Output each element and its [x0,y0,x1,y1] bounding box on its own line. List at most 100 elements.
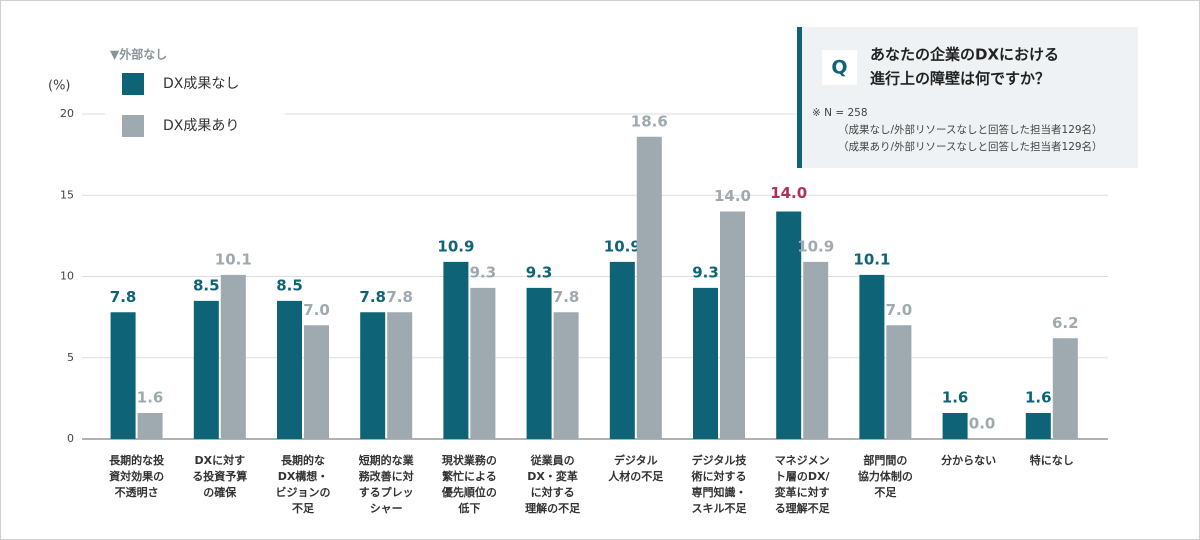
x-tick-label: 人材の不足 [608,469,664,483]
x-tick-label: 長期的な [281,453,325,467]
x-tick-label: シャー [370,502,403,515]
x-tick-label: ビジョンの [276,485,331,499]
x-tick-label: DX構想・ [278,469,329,483]
bar [137,413,163,439]
bar [636,136,662,439]
bar [110,312,136,439]
value-label: 9.3 [692,263,719,281]
bar [720,211,745,439]
bar [609,261,635,439]
question-text: 進行上の障壁は何ですか？ [870,70,1050,88]
question-note: ※ N = 258 [812,107,868,119]
value-label: 8.5 [193,276,220,294]
legend-title: ▼外部なし [110,47,167,62]
value-label: 10.1 [215,250,252,268]
y-tick-label: 5 [67,351,74,364]
bar [776,211,802,439]
bar [859,274,885,439]
value-label: 7.0 [303,301,330,319]
bar [886,325,912,439]
y-tick-label: 15 [60,188,74,201]
bar [1025,413,1051,439]
x-tick-label: 変革に対す [775,485,830,499]
value-label: 10.9 [437,237,474,255]
bar [387,312,413,439]
bar [1052,338,1078,439]
value-label: 1.6 [137,389,164,407]
x-tick-label: マネジメン [775,454,830,467]
x-tick-label: するプレッ [359,485,414,499]
question-mark: Q [831,57,847,79]
value-label: 9.3 [470,263,497,281]
bar [526,287,552,439]
bar [193,300,219,439]
value-label: 9.3 [526,263,553,281]
x-tick-label: 術に対する [691,469,747,483]
bar [443,261,469,439]
x-tick-label: る理解不足 [775,501,831,515]
x-tick-label: DXに対す [194,453,245,467]
value-label: 7.8 [553,288,580,306]
x-tick-label: 従業員の [530,453,575,467]
bar [304,325,329,439]
legend-swatch [122,73,144,95]
x-tick-label: 務改善に対 [359,469,414,483]
x-tick-label: 部門間の [863,453,907,467]
legend-swatch [122,115,144,137]
value-label: 7.8 [359,288,386,306]
x-tick-label: DX・変革 [527,469,578,483]
question-note: （成果あり/外部リソースなしと回答した担当者129名） [838,140,1103,153]
value-label: 18.6 [631,112,668,130]
question-accent [797,27,802,168]
value-label: 10.9 [797,237,834,255]
x-tick-label: 専門知識・ [692,485,747,499]
value-label: 14.0 [714,187,751,205]
value-label: 10.1 [853,250,890,268]
x-tick-label: 協力体制の [858,469,913,483]
bar [360,312,386,439]
x-tick-label: 分からない [941,453,996,467]
bar [470,287,496,439]
legend-label: DX成果あり [163,118,239,134]
bar [220,274,246,439]
x-tick-label: 特になし [1030,453,1074,467]
value-label: 14.0 [770,184,807,202]
bar [942,413,968,439]
question-note: （成果なし/外部リソースなしと回答した担当者129名） [838,123,1103,136]
value-label: 7.0 [886,301,913,319]
value-label: 8.5 [276,276,303,294]
value-label: 6.2 [1052,314,1079,332]
y-tick-label: 10 [60,270,74,283]
x-tick-label: 現状業務の [442,453,497,467]
y-tick-label: 0 [67,432,74,445]
question-text: あなたの企業のDXにおける [870,46,1059,64]
y-axis-label: (%) [48,79,71,94]
x-tick-label: スキル不足 [692,502,748,515]
x-tick-label: ト層のDX/ [775,470,831,483]
value-label: 10.9 [604,237,641,255]
x-tick-label: 短期的な業 [359,453,415,467]
x-tick-label: に対する [531,485,575,499]
x-tick-label: 低下 [457,501,480,515]
x-tick-label: 資対効果の [109,469,164,483]
value-label: 1.6 [1025,389,1052,407]
x-tick-label: 繁忙による [441,469,497,483]
legend-label: DX成果なし [163,76,239,92]
x-tick-label: デジタル技 [692,453,748,467]
x-tick-label: デジタル [614,453,658,467]
x-tick-label: る投資予算 [192,469,247,483]
x-tick-label: 優先順位の [441,485,497,499]
x-tick-label: 不足 [292,502,315,515]
x-tick-label: の確保 [203,485,237,499]
bar [803,261,829,439]
y-tick-label: 20 [60,107,74,120]
value-label: 1.6 [942,389,969,407]
x-tick-label: 長期的な投 [109,453,164,467]
bar [693,287,718,439]
value-label: 0.0 [969,415,996,433]
x-tick-label: 不透明さ [115,486,159,499]
bar [277,300,302,439]
x-tick-label: 不足 [874,486,897,499]
question-mark-box [822,50,857,85]
